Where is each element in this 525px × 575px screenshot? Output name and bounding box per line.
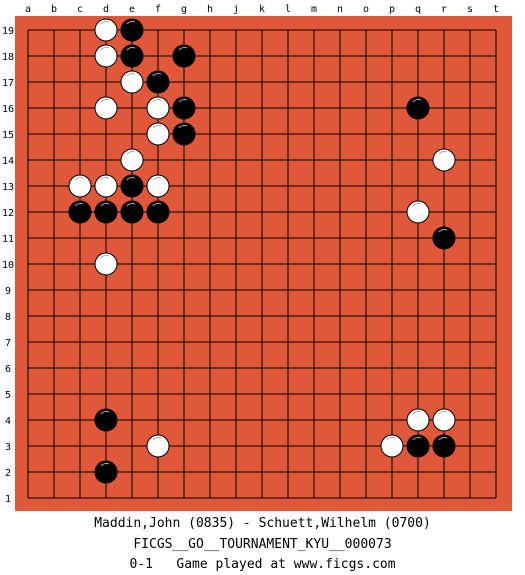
white-stone [146,434,170,458]
grid-lines [27,29,497,499]
black-stone [120,18,144,42]
black-stone [172,44,196,68]
row-label: 7 [5,338,11,349]
row-label: 19 [2,26,14,37]
row-label: 3 [5,442,11,453]
coordinate-labels: a b c d e f g h j k l m n o p q r s t191817161514131211109… [2,4,499,505]
row-label: 2 [5,468,11,479]
black-stone [146,70,170,94]
column-label: m [311,4,317,15]
column-label: k [259,4,265,15]
row-label: 10 [2,260,14,271]
column-label: a [25,4,31,15]
result-caption: 0-1 Game played at www.ficgs.com [129,557,396,572]
column-label: d [103,4,109,15]
row-label: 17 [2,78,14,89]
black-stone [68,200,92,224]
stones-layer [68,18,456,484]
row-label: 1 [5,494,11,505]
white-stone [146,174,170,198]
column-label: g [181,4,187,15]
white-stone [68,174,92,198]
white-stone [94,252,118,276]
players-caption: Maddin,John (0835) - Schuett,Wilhelm (07… [94,516,431,531]
white-stone [94,96,118,120]
white-stone [380,434,404,458]
white-stone [94,174,118,198]
white-stone [406,408,430,432]
white-stone [120,70,144,94]
row-label: 4 [5,416,11,427]
column-label: n [337,4,343,15]
black-stone [406,434,430,458]
row-label: 15 [2,130,14,141]
column-label: b [51,4,57,15]
black-stone [172,122,196,146]
column-label: c [77,4,83,15]
column-label: s [467,4,473,15]
black-stone [94,200,118,224]
column-label: q [415,4,421,15]
black-stone [120,44,144,68]
row-label: 5 [5,390,11,401]
black-stone [406,96,430,120]
column-label: e [129,4,135,15]
black-stone [94,408,118,432]
row-label: 12 [2,208,14,219]
black-stone [172,96,196,120]
white-stone [146,96,170,120]
row-label: 9 [5,286,11,297]
column-label: p [389,4,395,15]
column-label: j [233,4,239,15]
row-label: 16 [2,104,14,115]
column-label: l [285,4,291,15]
tournament-caption: FICGS__GO__TOURNAMENT_KYU__000073 [133,537,392,552]
row-label: 6 [5,364,11,375]
row-label: 11 [2,234,14,245]
white-stone [432,148,456,172]
row-label: 8 [5,312,11,323]
white-stone [120,148,144,172]
column-label: o [363,4,369,15]
black-stone [120,174,144,198]
black-stone [432,226,456,250]
row-label: 13 [2,182,14,193]
black-stone [120,200,144,224]
column-label: t [493,4,499,15]
white-stone [406,200,430,224]
black-stone [146,200,170,224]
go-board: a b c d e f g h j k l m n o p q r s t191817161514131211109… [2,4,512,511]
column-label: r [441,4,447,15]
white-stone [146,122,170,146]
white-stone [432,408,456,432]
column-label: h [207,4,213,15]
white-stone [94,18,118,42]
black-stone [432,434,456,458]
row-label: 14 [2,156,14,167]
black-stone [94,460,118,484]
row-label: 18 [2,52,14,63]
white-stone [94,44,118,68]
column-label: f [155,4,161,15]
